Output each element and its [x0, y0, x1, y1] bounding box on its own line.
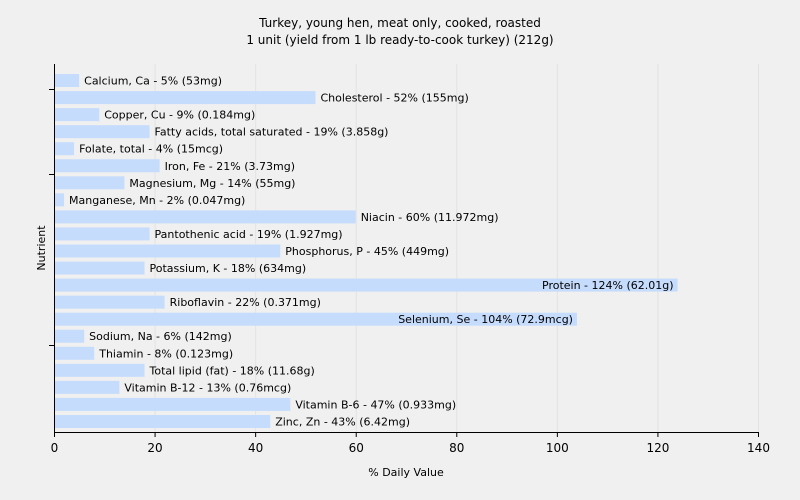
bar-thiamin: [55, 346, 95, 360]
bar-total-lipid-fat: [55, 363, 145, 377]
bar-label: Sodium, Na - 6% (142mg): [89, 330, 232, 343]
bar-label: Potassium, K - 18% (634mg): [150, 262, 307, 275]
bar-label: Copper, Cu - 9% (0.184mg): [104, 109, 255, 122]
bar-iron-fe: [55, 159, 160, 173]
bar-protein: [55, 278, 678, 292]
bar-label: Pantothenic acid - 19% (1.927mg): [155, 228, 343, 241]
gridlines: [154, 64, 759, 432]
bar-copper-cu: [55, 108, 100, 122]
bar-pantothenic-acid: [55, 227, 150, 241]
bar-riboflavin: [55, 295, 165, 309]
bar-label: Selenium, Se - 104% (72.9mcg): [398, 313, 573, 326]
bar-label: Niacin - 60% (11.972mg): [361, 211, 499, 224]
x-tick-label: 120: [646, 441, 669, 455]
bar-label: Thiamin - 8% (0.123mg): [98, 347, 233, 360]
axes: 0 20 40 60 80 100 120 140: [49, 64, 770, 455]
bar-phosphorus-p: [55, 244, 281, 258]
bar-label: Cholesterol - 52% (155mg): [320, 92, 468, 105]
bar-label: Riboflavin - 22% (0.371mg): [170, 296, 321, 309]
bar-label: Protein - 124% (62.01g): [542, 279, 674, 292]
bar-selenium-se: [55, 312, 577, 326]
bar-vitamin-b-6: [55, 397, 291, 411]
x-tick-label: 100: [546, 441, 569, 455]
bar-sodium-na: [55, 329, 85, 343]
bar-label: Folate, total - 4% (15mcg): [79, 143, 223, 156]
x-tick-label: 60: [349, 441, 364, 455]
bar-calcium-ca: [55, 74, 80, 88]
chart-title: Turkey, young hen, meat only, cooked, ro…: [258, 16, 541, 30]
x-tick-label: 0: [51, 441, 59, 455]
bar-vitamin-b-12: [55, 380, 120, 394]
bar-label: Vitamin B-6 - 47% (0.933mg): [295, 398, 456, 411]
x-tick-label: 40: [248, 441, 263, 455]
x-tick-label: 20: [147, 441, 162, 455]
chart-subtitle: 1 unit (yield from 1 lb ready-to-cook tu…: [246, 33, 553, 47]
bar-label: Fatty acids, total saturated - 19% (3.85…: [155, 126, 389, 139]
bar-manganese-mn: [55, 193, 65, 207]
bar-niacin: [55, 210, 356, 224]
y-axis-title: Nutrient: [35, 225, 48, 271]
bar-magnesium-mg: [55, 176, 125, 190]
x-tick-label: 140: [747, 441, 770, 455]
bar-label: Total lipid (fat) - 18% (11.68g): [149, 364, 315, 377]
bar-folate-total: [55, 142, 75, 156]
bar-cholesterol: [55, 91, 316, 105]
bar-label: Zinc, Zn - 43% (6.42mg): [275, 415, 410, 428]
bar-zinc-zn: [55, 414, 271, 428]
x-tick-label: 80: [449, 441, 464, 455]
bar-label: Magnesium, Mg - 14% (55mg): [129, 177, 295, 190]
bars: Calcium, Ca - 5% (53mg) Cholesterol - 52%…: [55, 74, 678, 428]
bar-fatty-acids-total-saturated: [55, 125, 150, 139]
bar-label: Phosphorus, P - 45% (449mg): [285, 245, 449, 258]
bar-label: Manganese, Mn - 2% (0.047mg): [69, 194, 245, 207]
bar-label: Vitamin B-12 - 13% (0.76mcg): [124, 381, 291, 394]
bar-label: Iron, Fe - 21% (3.73mg): [165, 160, 295, 173]
bar-potassium-k: [55, 261, 145, 275]
bar-label: Calcium, Ca - 5% (53mg): [84, 75, 222, 88]
x-axis-title: % Daily Value: [368, 466, 444, 479]
